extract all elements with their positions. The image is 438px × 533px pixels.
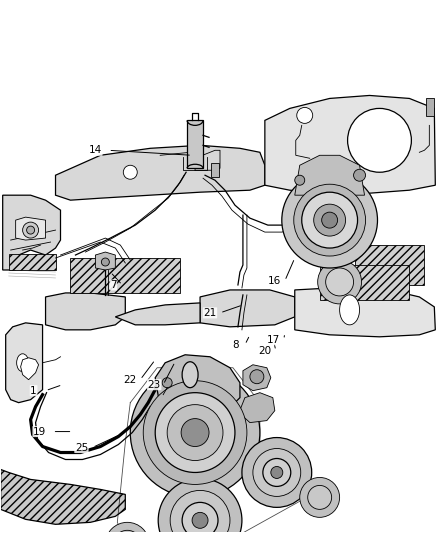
Text: 1: 1 xyxy=(30,386,37,395)
Polygon shape xyxy=(200,290,295,327)
Circle shape xyxy=(101,258,110,266)
Polygon shape xyxy=(239,393,275,423)
Polygon shape xyxy=(295,287,435,337)
Polygon shape xyxy=(21,358,39,379)
Circle shape xyxy=(326,268,353,296)
Circle shape xyxy=(162,378,172,387)
Circle shape xyxy=(308,486,332,510)
Polygon shape xyxy=(95,252,115,270)
Bar xyxy=(187,120,203,168)
Circle shape xyxy=(353,169,366,181)
Ellipse shape xyxy=(17,354,28,372)
Bar xyxy=(9,254,56,270)
Circle shape xyxy=(294,184,366,256)
Circle shape xyxy=(300,478,339,518)
Circle shape xyxy=(348,108,411,172)
Text: 17: 17 xyxy=(267,335,280,345)
Circle shape xyxy=(250,370,264,384)
Bar xyxy=(71,258,180,293)
Circle shape xyxy=(282,172,378,268)
Circle shape xyxy=(181,418,209,447)
Ellipse shape xyxy=(339,295,360,325)
Text: 14: 14 xyxy=(89,146,102,155)
Circle shape xyxy=(263,458,291,487)
Text: 16: 16 xyxy=(268,276,282,286)
Circle shape xyxy=(321,212,338,228)
Circle shape xyxy=(302,192,357,248)
Circle shape xyxy=(318,260,361,304)
Text: 22: 22 xyxy=(124,375,137,385)
Circle shape xyxy=(106,522,149,533)
Circle shape xyxy=(295,175,305,185)
Text: 19: 19 xyxy=(33,426,46,437)
Circle shape xyxy=(192,512,208,528)
Text: 7: 7 xyxy=(110,280,117,290)
Circle shape xyxy=(182,503,218,533)
Polygon shape xyxy=(56,146,265,200)
Circle shape xyxy=(242,438,312,507)
Circle shape xyxy=(23,222,39,238)
Circle shape xyxy=(314,204,346,236)
Circle shape xyxy=(113,530,141,533)
Circle shape xyxy=(27,226,35,234)
Circle shape xyxy=(297,108,313,123)
Polygon shape xyxy=(16,217,46,240)
Text: 25: 25 xyxy=(75,442,88,453)
Polygon shape xyxy=(46,293,125,330)
Bar xyxy=(211,163,219,177)
Circle shape xyxy=(158,479,242,533)
Text: 20: 20 xyxy=(258,346,272,356)
Polygon shape xyxy=(115,303,200,325)
Polygon shape xyxy=(295,155,364,195)
Circle shape xyxy=(124,165,137,179)
Text: 21: 21 xyxy=(203,308,217,318)
Bar xyxy=(426,99,434,116)
Circle shape xyxy=(253,449,301,496)
Circle shape xyxy=(130,368,260,497)
Ellipse shape xyxy=(182,362,198,387)
Polygon shape xyxy=(3,195,60,270)
Polygon shape xyxy=(6,323,42,402)
Polygon shape xyxy=(243,365,271,391)
Polygon shape xyxy=(155,355,240,408)
Circle shape xyxy=(170,490,230,533)
Text: 8: 8 xyxy=(233,340,239,350)
Polygon shape xyxy=(1,470,125,524)
Polygon shape xyxy=(265,95,435,193)
Bar xyxy=(320,265,410,300)
Circle shape xyxy=(143,381,247,484)
Circle shape xyxy=(155,393,235,472)
Text: 23: 23 xyxy=(148,379,161,390)
Bar xyxy=(355,245,424,285)
Circle shape xyxy=(167,405,223,461)
Circle shape xyxy=(271,466,283,479)
